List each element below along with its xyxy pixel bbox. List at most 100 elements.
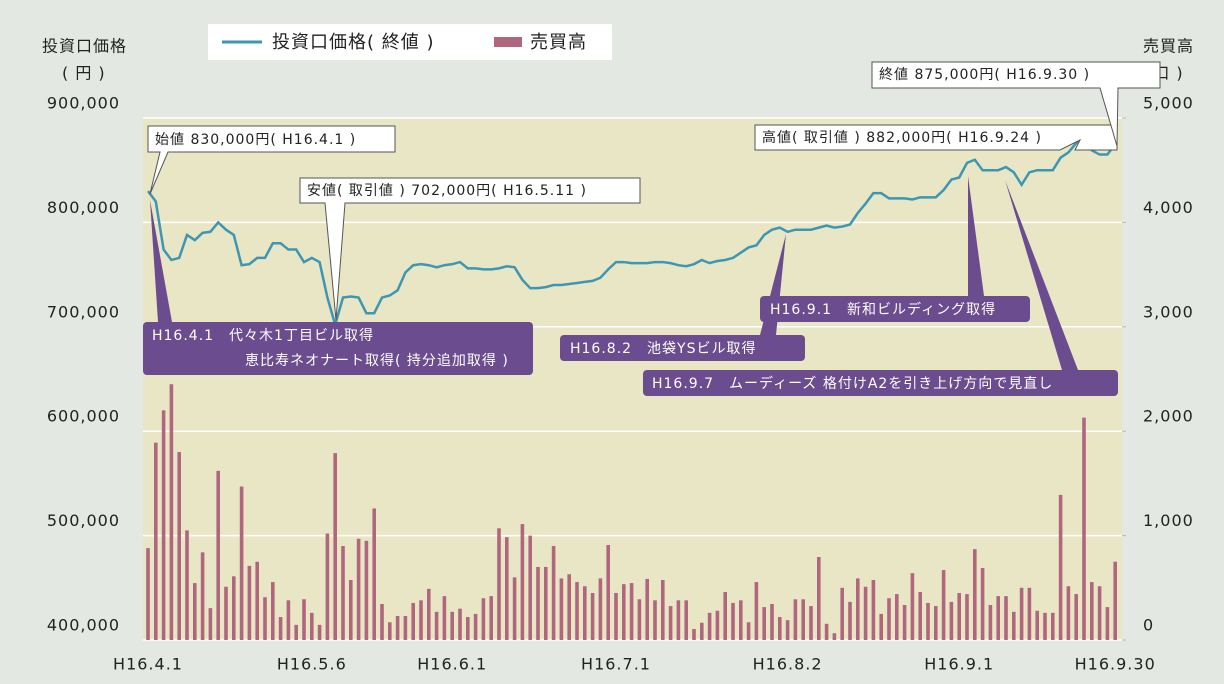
bar — [193, 583, 197, 640]
bar — [902, 605, 907, 640]
bar — [801, 599, 805, 640]
bar — [419, 600, 423, 640]
bar — [1019, 587, 1024, 640]
y-axis-label: 投資口価格 — [42, 37, 127, 56]
event-text: H16.8.2 池袋YSビル取得 — [570, 340, 757, 357]
bar — [661, 579, 665, 640]
bar — [520, 524, 525, 640]
bar — [629, 583, 634, 640]
bar — [739, 600, 743, 640]
bar — [809, 606, 813, 640]
bar — [216, 470, 220, 640]
price-line — [146, 134, 1117, 330]
bar — [583, 586, 587, 640]
y-tick-label: 400,000 — [47, 616, 120, 635]
bar — [598, 578, 603, 640]
bar — [1035, 610, 1039, 640]
x-tick-label: H16.6.1 — [417, 655, 487, 674]
bar — [1113, 561, 1117, 640]
legend: 投資口価格( 終値 ) 売買高 — [208, 24, 612, 60]
bar — [161, 410, 166, 640]
bar — [466, 617, 470, 640]
x-tick-label: H16.5.6 — [277, 655, 347, 674]
bar — [824, 623, 829, 640]
bar — [746, 622, 751, 640]
bar — [341, 546, 345, 640]
bar — [544, 566, 548, 640]
bar — [973, 549, 977, 640]
event-box — [760, 296, 1030, 322]
bar — [403, 615, 408, 640]
bar — [614, 593, 618, 640]
event-pointer — [968, 176, 984, 296]
bar — [278, 617, 283, 640]
bar — [996, 596, 1000, 640]
legend-box — [208, 24, 612, 60]
bar — [1074, 594, 1078, 640]
bar — [294, 624, 298, 640]
bar — [536, 566, 540, 640]
events: H16.4.1 代々木1丁目ビル取得 恵比寿ネオナート取得( 持分追加取得 ) … — [143, 176, 1118, 396]
bar — [528, 535, 532, 640]
legend-swatch — [494, 37, 522, 47]
bar — [1066, 586, 1071, 640]
callout-box — [871, 61, 1161, 147]
x-tick-label: H16.9.30 — [1075, 655, 1156, 674]
bar — [442, 596, 447, 640]
marks — [146, 134, 1117, 640]
bar — [559, 578, 564, 640]
event-box — [643, 370, 1118, 396]
y-tick-label: 500,000 — [47, 511, 120, 530]
bar — [707, 612, 712, 640]
bar — [622, 584, 626, 640]
legend-label: 投資口価格( 終値 ) — [272, 32, 435, 53]
x-tick-label: H16.9.1 — [924, 655, 994, 674]
bar — [372, 508, 376, 640]
callout-text: 高値( 取引値 ) 882,000円( H16.9.24 ) — [762, 129, 1042, 146]
bar — [255, 561, 259, 640]
bar — [926, 602, 930, 640]
bar — [918, 591, 922, 640]
bar — [349, 579, 353, 640]
bar — [879, 613, 883, 640]
callout-text: 終値 875,000円( H16.9.30 ) — [879, 67, 1090, 83]
bar — [840, 587, 844, 640]
bar — [988, 605, 993, 640]
bar — [395, 615, 400, 640]
bar — [957, 593, 961, 640]
y2-tick-label: 5,000 — [1143, 94, 1194, 113]
event-box — [143, 322, 533, 375]
bar — [910, 573, 915, 640]
callout-box — [147, 125, 396, 195]
y2-tick-label: 0 — [1143, 616, 1154, 635]
bar — [177, 452, 181, 640]
bar — [411, 602, 415, 640]
bar — [887, 598, 891, 640]
bar — [333, 453, 337, 640]
bar — [949, 601, 954, 640]
bar — [934, 606, 938, 640]
bar — [770, 603, 774, 640]
bar — [567, 574, 571, 640]
bar — [473, 613, 478, 640]
bar — [169, 384, 174, 640]
bar — [551, 546, 556, 640]
bar — [224, 586, 228, 640]
bar — [427, 588, 431, 640]
bar — [590, 593, 595, 640]
bar — [208, 608, 213, 640]
bar — [793, 599, 798, 640]
bar — [676, 600, 681, 640]
bar — [1043, 612, 1047, 640]
bar — [310, 612, 314, 640]
bar — [1082, 417, 1086, 640]
bar — [1004, 596, 1008, 640]
bar — [263, 597, 267, 640]
bar — [481, 598, 486, 640]
y-tick-label: 900,000 — [47, 94, 120, 113]
callout-text: 始値 830,000円( H16.4.1 ) — [155, 132, 356, 148]
bar — [653, 600, 657, 640]
bar — [668, 606, 673, 640]
bar — [1105, 607, 1110, 640]
